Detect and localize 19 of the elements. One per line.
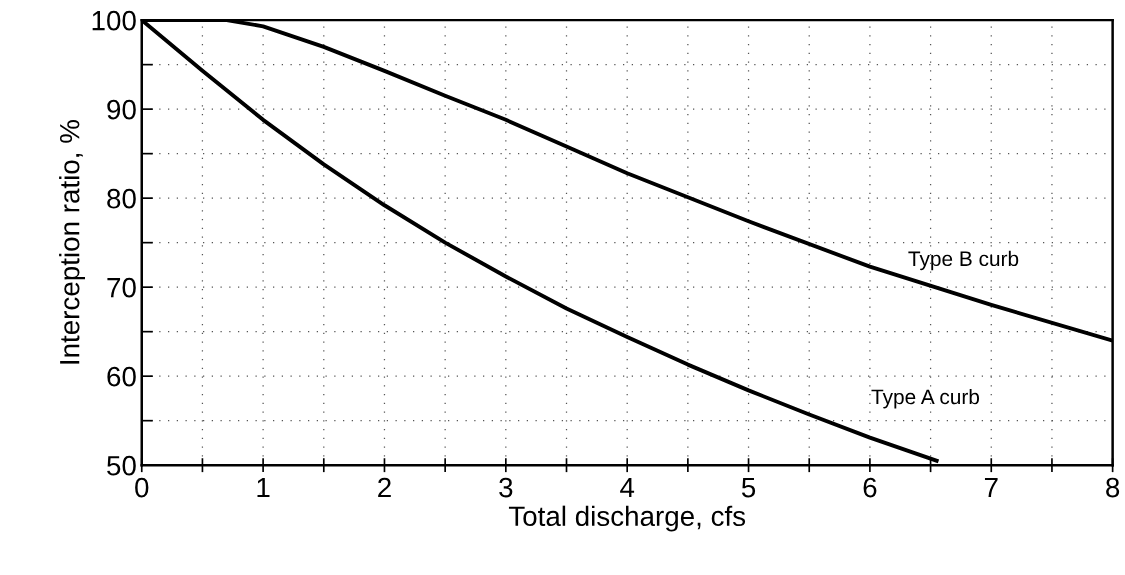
- x-tick-label: 2: [378, 477, 391, 498]
- x-tick-label: 6: [863, 477, 877, 498]
- x-tick-label: 7: [984, 478, 998, 498]
- y-axis-title: Interception ratio, %: [59, 120, 85, 364]
- series-label: Type A curb: [871, 388, 980, 409]
- x-tick-label: 3: [499, 477, 513, 498]
- x-axis-title: Total discharge, cfs: [508, 505, 746, 532]
- y-tick-label: 90: [107, 99, 136, 120]
- y-tick-label: 50: [107, 455, 136, 476]
- series-label: Type B curb: [908, 250, 1019, 271]
- x-tick-label: 0: [135, 477, 149, 498]
- y-tick-label: 80: [107, 188, 136, 209]
- x-tick-label: 1: [257, 478, 270, 498]
- y-tick-label: 60: [107, 366, 136, 387]
- x-tick-label: 8: [1106, 477, 1120, 498]
- x-tick-label: 5: [741, 478, 756, 498]
- y-tick-label: 100: [92, 10, 136, 31]
- y-tick-label: 70: [107, 277, 136, 298]
- x-tick-label: 4: [620, 478, 635, 498]
